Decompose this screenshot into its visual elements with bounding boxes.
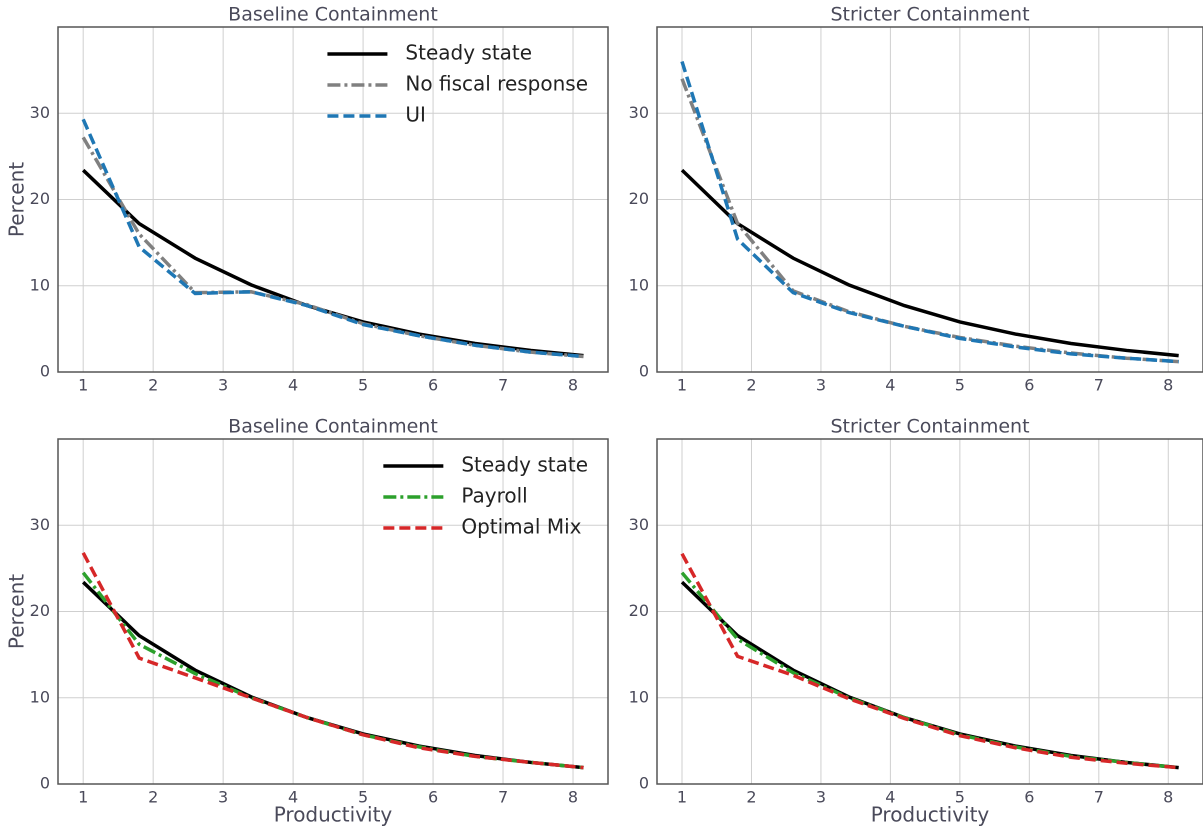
- x-tick-label: 3: [218, 788, 228, 807]
- x-tick-label: 6: [428, 376, 438, 395]
- legend: Steady state Payroll Optimal Mix: [383, 453, 588, 539]
- legend-label: Payroll: [461, 484, 527, 508]
- legend-label: UI: [405, 103, 426, 127]
- x-tick-label: 4: [288, 376, 298, 395]
- x-tick-label: 1: [677, 788, 687, 807]
- y-tick-label: 30: [30, 515, 50, 534]
- x-axis-label: Productivity: [274, 803, 393, 827]
- x-tick-label: 2: [148, 376, 158, 395]
- y-tick-label: 20: [629, 189, 649, 208]
- subplot-title: Baseline Containment: [228, 416, 438, 438]
- x-tick-label: 6: [428, 788, 438, 807]
- series-line: [680, 552, 1179, 770]
- series-line: [680, 168, 1179, 358]
- y-tick-label: 10: [629, 687, 649, 706]
- y-tick-label: 10: [30, 687, 50, 706]
- subplot-title: Stricter Containment: [830, 416, 1029, 438]
- y-tick-label: 30: [30, 103, 50, 122]
- y-tick-label: 0: [639, 774, 649, 793]
- y-tick-label: 20: [30, 601, 50, 620]
- x-tick-label: 7: [1094, 788, 1104, 807]
- series-line: [680, 60, 1179, 364]
- x-tick-label: 1: [78, 376, 88, 395]
- y-tick-label: 20: [629, 601, 649, 620]
- x-tick-label: 5: [955, 788, 965, 807]
- y-tick-label: 0: [639, 362, 649, 381]
- x-tick-label: 1: [78, 788, 88, 807]
- x-tick-label: 2: [148, 788, 158, 807]
- x-tick-label: 4: [885, 788, 895, 807]
- x-tick-label: 8: [1163, 376, 1173, 395]
- legend: Steady state No fiscal response UI: [327, 41, 588, 127]
- x-tick-label: 4: [885, 376, 895, 395]
- x-tick-label: 3: [816, 788, 826, 807]
- x-tick-label: 6: [1024, 788, 1034, 807]
- x-tick-label: 2: [746, 788, 756, 807]
- x-tick-label: 2: [746, 376, 756, 395]
- series-line: [81, 136, 584, 359]
- plot-frame: [57, 26, 609, 373]
- legend-label: Steady state: [405, 41, 532, 65]
- x-tick-label: 5: [358, 376, 368, 395]
- plot-frame: [656, 438, 1203, 785]
- x-tick-label: 5: [358, 788, 368, 807]
- y-tick-label: 0: [40, 362, 50, 381]
- x-tick-label: 5: [955, 376, 965, 395]
- y-axis-label: Percent: [5, 574, 29, 649]
- x-tick-label: 3: [218, 376, 228, 395]
- legend-label: Steady state: [461, 453, 588, 477]
- y-tick-label: 30: [629, 103, 649, 122]
- subplot-title: Baseline Containment: [228, 4, 438, 26]
- x-axis-label: Productivity: [871, 803, 990, 827]
- x-tick-label: 8: [568, 376, 578, 395]
- y-tick-label: 30: [629, 515, 649, 534]
- y-axis-label: Percent: [5, 162, 29, 237]
- x-tick-label: 4: [288, 788, 298, 807]
- y-tick-label: 10: [629, 275, 649, 294]
- x-tick-label: 3: [816, 376, 826, 395]
- legend-label: No fiscal response: [405, 72, 588, 96]
- y-tick-label: 20: [30, 189, 50, 208]
- plot-frame: [656, 26, 1203, 373]
- x-tick-label: 7: [498, 376, 508, 395]
- y-tick-label: 10: [30, 275, 50, 294]
- series-line: [81, 118, 584, 359]
- x-tick-label: 7: [498, 788, 508, 807]
- x-tick-label: 8: [1163, 788, 1173, 807]
- x-tick-label: 6: [1024, 376, 1034, 395]
- x-tick-label: 8: [568, 788, 578, 807]
- x-tick-label: 7: [1094, 376, 1104, 395]
- legend-label: Optimal Mix: [461, 515, 581, 539]
- series-line: [81, 552, 584, 770]
- x-tick-label: 1: [677, 376, 687, 395]
- plot-frame: [57, 438, 609, 785]
- y-tick-label: 0: [40, 774, 50, 793]
- subplot-title: Stricter Containment: [830, 4, 1029, 26]
